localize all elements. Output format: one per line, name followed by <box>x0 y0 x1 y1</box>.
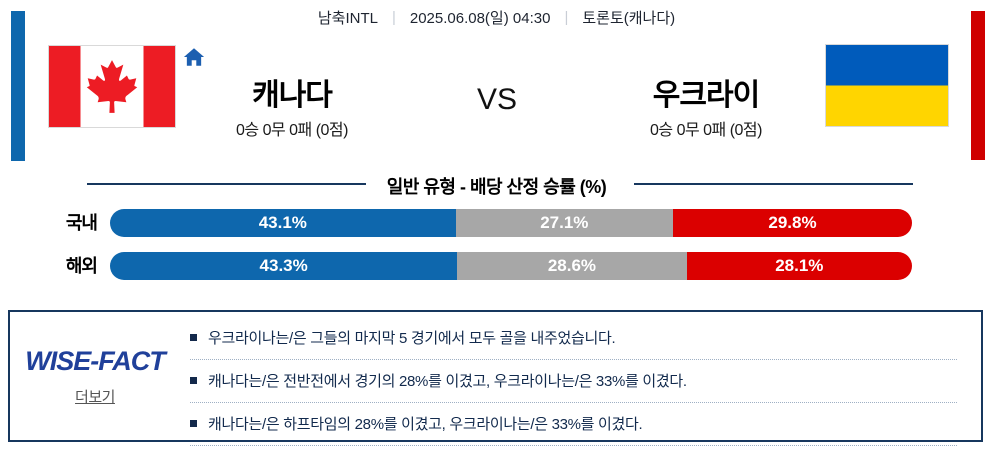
home-team-icon <box>183 46 205 68</box>
home-team-record: 0승 0무 0패 (0점) <box>236 122 348 139</box>
stacked-bar: 43.1% 27.1% 29.8% <box>110 209 912 237</box>
chart-row-label: 국내 <box>65 213 98 233</box>
ukraine-flag <box>825 44 949 127</box>
match-meta-header: 남축INTL | 2025.06.08(일) 04:30 | 토론토(캐나다) <box>0 7 993 28</box>
fact-text: 캐나다는/은 전반전에서 경기의 28%를 이겼고, 우크라이나는/은 33%를… <box>208 373 687 390</box>
away-accent-bar <box>971 11 985 160</box>
canada-flag <box>48 45 176 128</box>
title-divider-right <box>634 183 913 185</box>
fact-text: 캐나다는/은 하프타임의 28%를 이겼고, 우크라이나는/은 33%를 이겼다… <box>208 416 643 433</box>
league-label: 남축INTL <box>317 10 378 27</box>
fact-item: 우크라이나는/은 그들의 마지막 5 경기에서 모두 골을 내주었습니다. <box>190 317 957 360</box>
bullet-square-icon <box>190 420 197 427</box>
chart-row: 해외 43.3% 28.6% 28.1% <box>0 252 993 280</box>
venue-label: 토론토(캐나다) <box>582 10 676 27</box>
away-team-record: 0승 0무 0패 (0점) <box>650 122 762 139</box>
fact-item: 캐나다는/은 전반전에서 경기의 28%를 이겼고, 우크라이나는/은 33%를… <box>190 360 957 403</box>
fact-text: 우크라이나는/은 그들의 마지막 5 경기에서 모두 골을 내주었습니다. <box>208 330 616 347</box>
bullet-square-icon <box>190 334 197 341</box>
fact-item: 캐나다는/은 하프타임의 28%를 이겼고, 우크라이나는/은 33%를 이겼다… <box>190 403 957 446</box>
home-team-name: 캐나다 <box>252 79 333 112</box>
bar-segment-home-win: 43.3% <box>110 252 458 280</box>
meta-separator: | <box>564 9 569 26</box>
win-rate-chart: 국내 43.1% 27.1% 29.8% 해외 43.3% 28.6% 28.1% <box>0 209 993 295</box>
stacked-bar: 43.3% 28.6% 28.1% <box>110 252 912 280</box>
title-divider-left <box>87 183 366 185</box>
fact-list: 우크라이나는/은 그들의 마지막 5 경기에서 모두 골을 내주었습니다. 캐나다… <box>180 312 981 446</box>
vs-label: VS <box>476 83 518 116</box>
bar-segment-away-win: 28.1% <box>686 252 912 280</box>
wise-fact-logo: WISE-FACT <box>25 345 165 376</box>
bar-segment-draw: 28.6% <box>457 252 687 280</box>
home-accent-bar <box>11 11 25 161</box>
meta-separator: | <box>391 9 396 26</box>
chart-row-label: 해외 <box>65 256 98 276</box>
bar-segment-draw: 27.1% <box>455 209 673 237</box>
more-link[interactable]: 더보기 <box>75 388 115 406</box>
bar-segment-home-win: 43.1% <box>110 209 456 237</box>
match-datetime: 2025.06.08(일) 04:30 <box>409 10 551 27</box>
bar-segment-away-win: 29.8% <box>672 209 912 237</box>
bullet-square-icon <box>190 377 197 384</box>
chart-row: 국내 43.1% 27.1% 29.8% <box>0 209 993 237</box>
away-team-name: 우크라이 <box>652 79 760 112</box>
odds-section-title: 일반 유형 - 배당 산정 승률 (%) <box>386 177 607 197</box>
wise-fact-brand-column: WISE-FACT 더보기 <box>10 312 180 440</box>
wise-fact-panel: WISE-FACT 더보기 우크라이나는/은 그들의 마지막 5 경기에서 모두… <box>8 310 983 446</box>
